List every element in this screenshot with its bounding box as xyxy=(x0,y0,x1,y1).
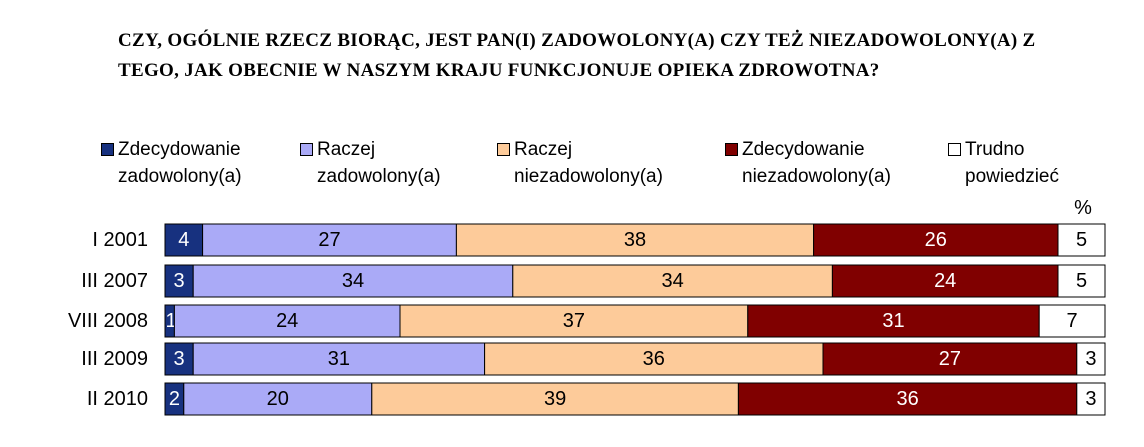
legend-label: Raczej niezadowolony(a) xyxy=(514,139,663,187)
bar-segment xyxy=(455,223,815,257)
data-label: 3 xyxy=(1085,348,1096,370)
y-tick-label: III 2007 xyxy=(81,270,148,292)
data-label: 39 xyxy=(544,388,566,410)
bar-segment xyxy=(512,264,833,298)
legend-label: Zdecydowanie zadowolony(a) xyxy=(118,139,242,187)
data-label: 27 xyxy=(939,348,961,370)
data-label: 5 xyxy=(1076,270,1087,292)
bar-segment xyxy=(1076,342,1106,376)
y-tick-label: VIII 2008 xyxy=(68,310,148,332)
legend-swatch xyxy=(300,143,313,156)
bar-segment xyxy=(202,223,457,257)
data-label: 34 xyxy=(342,270,364,292)
data-label: 36 xyxy=(643,348,665,370)
legend-label: Trudno powiedzieć xyxy=(965,139,1059,187)
data-label: 2 xyxy=(169,388,180,410)
bar-segment xyxy=(164,342,194,376)
data-label: 38 xyxy=(624,229,646,251)
bar-segment xyxy=(1038,304,1106,338)
data-label: 34 xyxy=(661,270,683,292)
legend-swatch xyxy=(725,143,738,156)
data-label: 5 xyxy=(1076,229,1087,251)
y-tick-label: I 2001 xyxy=(92,229,148,251)
bar-segment xyxy=(1057,264,1106,298)
bar-segment xyxy=(831,264,1059,298)
bar-segment xyxy=(164,223,204,257)
bar-segment xyxy=(484,342,824,376)
data-label: 1 xyxy=(165,310,176,332)
legend-swatch xyxy=(101,143,114,156)
bar-segment xyxy=(747,304,1040,338)
legend-label: Zdecydowanie niezadowolony(a) xyxy=(742,139,891,187)
legend-swatch xyxy=(497,143,510,156)
data-label: 27 xyxy=(318,229,340,251)
data-label: 31 xyxy=(882,310,904,332)
bar-segment xyxy=(192,342,486,376)
data-label: 37 xyxy=(563,310,585,332)
bar-segment xyxy=(399,304,749,338)
bar-segment xyxy=(1076,382,1106,416)
legend-label: Raczej zadowolony(a) xyxy=(317,139,441,187)
bar-segment xyxy=(371,382,739,416)
data-label: 36 xyxy=(896,388,918,410)
y-tick-label: II 2010 xyxy=(87,388,148,410)
bar-segment xyxy=(737,382,1078,416)
bar-segment xyxy=(1057,223,1106,257)
unit-label: % xyxy=(1074,197,1092,219)
data-label: 24 xyxy=(934,270,956,292)
bar-segment xyxy=(183,382,373,416)
data-label: 20 xyxy=(267,388,289,410)
bar-segment xyxy=(192,264,514,298)
data-label: 24 xyxy=(276,310,298,332)
y-tick-label: III 2009 xyxy=(81,348,148,370)
bar-segment xyxy=(173,304,401,338)
data-label: 4 xyxy=(178,229,189,251)
data-label: 26 xyxy=(925,229,947,251)
data-label: 7 xyxy=(1067,310,1078,332)
bar-segment xyxy=(813,223,1059,257)
chart-title: CZY, OGÓLNIE RZECZ BIORĄC, JEST PAN(I) Z… xyxy=(118,30,1036,81)
data-label: 3 xyxy=(174,348,185,370)
data-label: 31 xyxy=(328,348,350,370)
bar-segment xyxy=(822,342,1078,376)
legend-swatch xyxy=(948,143,961,156)
data-label: 3 xyxy=(174,270,185,292)
data-label: 3 xyxy=(1085,388,1096,410)
